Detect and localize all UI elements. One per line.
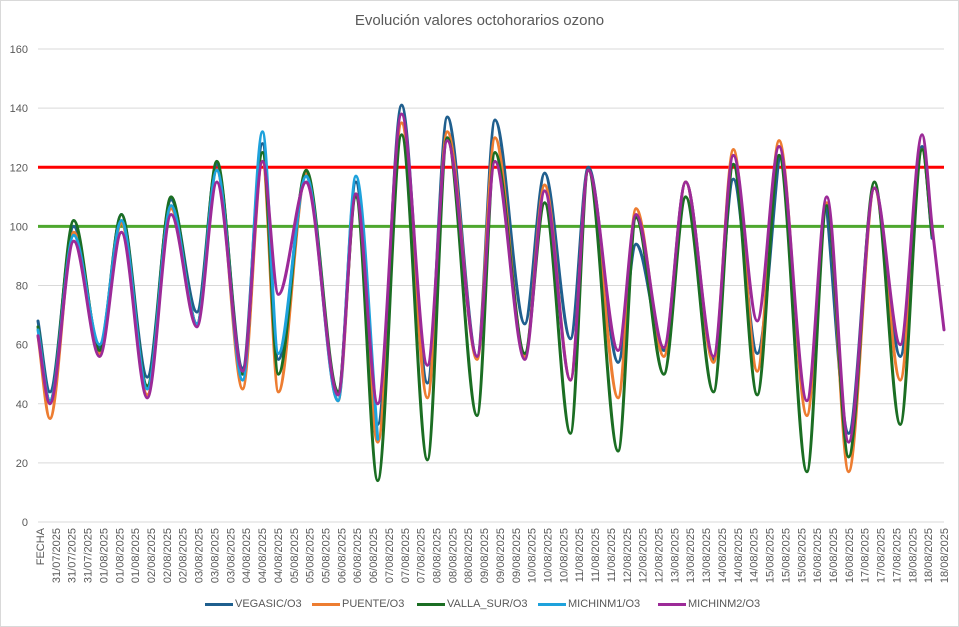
x-tick-label: 14/08/2025 bbox=[717, 528, 729, 583]
x-tick-label: 18/08/2025 bbox=[907, 528, 919, 583]
y-tick-label: 80 bbox=[16, 281, 28, 293]
x-tick-label: 03/08/2025 bbox=[225, 528, 237, 583]
y-tick-label: 140 bbox=[10, 103, 28, 115]
x-tick-label: 17/08/2025 bbox=[876, 528, 888, 583]
y-tick-label: 60 bbox=[16, 340, 28, 352]
x-tick-label: 10/08/2025 bbox=[543, 528, 555, 583]
x-tick-label: 15/08/2025 bbox=[780, 528, 792, 583]
x-tick-label: 18/08/2025 bbox=[923, 528, 935, 583]
x-tick-label: 05/08/2025 bbox=[305, 528, 317, 583]
x-tick-label: 16/08/2025 bbox=[812, 528, 824, 583]
x-tick-label: 08/08/2025 bbox=[447, 528, 459, 583]
legend-swatch bbox=[205, 602, 233, 606]
legend-swatch bbox=[417, 602, 445, 606]
x-tick-label: 10/08/2025 bbox=[558, 528, 570, 583]
x-tick-label: 13/08/2025 bbox=[685, 528, 697, 583]
x-tick-label: 12/08/2025 bbox=[622, 528, 634, 583]
y-tick-label: 100 bbox=[10, 221, 28, 233]
x-tick-label: 12/08/2025 bbox=[654, 528, 666, 583]
x-tick-label: 02/08/2025 bbox=[162, 528, 174, 583]
x-tick-label: 11/08/2025 bbox=[606, 528, 618, 582]
x-tick-label: 10/08/2025 bbox=[527, 528, 539, 583]
x-tick-label: 11/08/2025 bbox=[590, 528, 602, 582]
legend: VEGASIC/O3 PUENTE/O3 VALLA_SUR/O3 MICHIN… bbox=[0, 598, 959, 616]
x-tick-label: 03/08/2025 bbox=[209, 528, 221, 583]
y-tick-label: 40 bbox=[16, 399, 28, 411]
legend-label: MICHINM1/O3 bbox=[568, 598, 641, 610]
x-tick-label: 15/08/2025 bbox=[765, 528, 777, 583]
x-tick-label: FECHA bbox=[35, 527, 47, 565]
x-tick-label: 04/08/2025 bbox=[241, 528, 253, 583]
x-tick-label: 31/07/2025 bbox=[83, 528, 95, 583]
legend-label: MICHINM2/O3 bbox=[688, 598, 761, 610]
x-tick-label: 31/07/2025 bbox=[67, 528, 79, 583]
x-tick-label: 17/08/2025 bbox=[860, 528, 872, 583]
x-tick-label: 01/08/2025 bbox=[130, 528, 142, 583]
x-tick-label: 07/08/2025 bbox=[416, 528, 428, 583]
x-tick-label: 03/08/2025 bbox=[194, 528, 206, 583]
y-tick-label: 160 bbox=[10, 44, 28, 56]
x-tick-label: 11/08/2025 bbox=[574, 528, 586, 582]
chart-title: Evolución valores octohorarios ozono bbox=[354, 12, 605, 29]
x-tick-label: 14/08/2025 bbox=[733, 528, 745, 583]
x-tick-label: 04/08/2025 bbox=[273, 528, 285, 583]
x-tick-label: 08/08/2025 bbox=[431, 528, 443, 583]
x-tick-label: 02/08/2025 bbox=[178, 528, 190, 583]
legend-label: PUENTE/O3 bbox=[342, 598, 405, 610]
x-tick-label: 07/08/2025 bbox=[400, 528, 412, 583]
legend-label: VEGASIC/O3 bbox=[235, 598, 302, 610]
x-tick-label: 16/08/2025 bbox=[828, 528, 840, 583]
legend-item-valla-sur: VALLA_SUR/O3 bbox=[417, 598, 528, 610]
x-tick-label: 02/08/2025 bbox=[146, 528, 158, 583]
legend-swatch bbox=[312, 602, 340, 606]
x-tick-label: 06/08/2025 bbox=[368, 528, 380, 583]
x-tick-label: 09/08/2025 bbox=[479, 528, 491, 583]
x-tick-label: 16/08/2025 bbox=[844, 528, 856, 583]
x-tick-label: 07/08/2025 bbox=[384, 528, 396, 583]
x-tick-label: 09/08/2025 bbox=[495, 528, 507, 583]
legend-item-vegasic: VEGASIC/O3 bbox=[205, 598, 302, 610]
legend-item-michinm1: MICHINM1/O3 bbox=[538, 598, 640, 610]
legend-swatch bbox=[658, 602, 686, 606]
x-tick-label: 09/08/2025 bbox=[511, 528, 523, 583]
x-tick-label: 13/08/2025 bbox=[701, 528, 713, 583]
y-tick-label: 20 bbox=[16, 458, 28, 470]
x-tick-label: 13/08/2025 bbox=[669, 528, 681, 583]
series-line-michinm2-o3 bbox=[36, 112, 946, 444]
legend-swatch bbox=[538, 602, 566, 606]
x-tick-label: 05/08/2025 bbox=[289, 528, 301, 583]
x-tick-label: 05/08/2025 bbox=[320, 528, 332, 583]
y-tick-label: 0 bbox=[22, 517, 28, 529]
x-tick-label: 14/08/2025 bbox=[749, 528, 761, 583]
x-tick-label: 18/08/2025 bbox=[939, 528, 951, 583]
x-tick-label: 31/07/2025 bbox=[51, 528, 63, 583]
legend-item-puente: PUENTE/O3 bbox=[312, 598, 404, 610]
x-tick-label: 06/08/2025 bbox=[352, 528, 364, 583]
x-tick-label: 12/08/2025 bbox=[638, 528, 650, 583]
x-tick-label: 17/08/2025 bbox=[891, 528, 903, 583]
x-tick-label: 01/08/2025 bbox=[114, 528, 126, 583]
legend-item-michinm2: MICHINM2/O3 bbox=[658, 598, 760, 610]
x-tick-label: 01/08/2025 bbox=[98, 528, 110, 583]
x-tick-label: 15/08/2025 bbox=[796, 528, 808, 583]
x-tick-label: 08/08/2025 bbox=[463, 528, 475, 583]
x-tick-label: 06/08/2025 bbox=[336, 528, 348, 583]
legend-label: VALLA_SUR/O3 bbox=[447, 598, 528, 610]
y-tick-label: 120 bbox=[10, 162, 28, 174]
series-line-valla-sur-o3 bbox=[36, 133, 934, 483]
x-tick-label: 04/08/2025 bbox=[257, 528, 269, 583]
